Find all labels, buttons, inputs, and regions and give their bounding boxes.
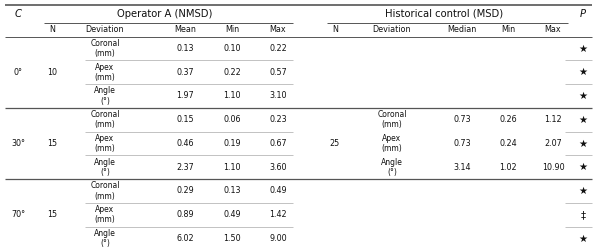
Text: Angle
(°): Angle (°) bbox=[381, 158, 403, 177]
Text: 0.26: 0.26 bbox=[499, 115, 517, 124]
Text: Deviation: Deviation bbox=[86, 25, 124, 34]
Text: 10.90: 10.90 bbox=[541, 163, 564, 172]
Text: 0.19: 0.19 bbox=[223, 139, 241, 148]
Text: Min: Min bbox=[225, 25, 239, 34]
Text: 25: 25 bbox=[330, 139, 340, 148]
Text: Apex
(mm): Apex (mm) bbox=[381, 134, 402, 153]
Text: 2.37: 2.37 bbox=[176, 163, 194, 172]
Text: 1.12: 1.12 bbox=[544, 115, 562, 124]
Text: Max: Max bbox=[270, 25, 287, 34]
Text: 0.15: 0.15 bbox=[176, 115, 194, 124]
Text: 0.37: 0.37 bbox=[176, 68, 194, 77]
Text: ★: ★ bbox=[578, 91, 587, 101]
Text: Median: Median bbox=[447, 25, 476, 34]
Text: 0.24: 0.24 bbox=[499, 139, 517, 148]
Text: Angle
(°): Angle (°) bbox=[94, 229, 116, 248]
Text: 0.46: 0.46 bbox=[176, 139, 194, 148]
Text: 0.57: 0.57 bbox=[269, 68, 287, 77]
Text: 1.97: 1.97 bbox=[176, 92, 194, 100]
Text: 3.14: 3.14 bbox=[453, 163, 471, 172]
Text: 0.73: 0.73 bbox=[453, 115, 471, 124]
Text: N: N bbox=[49, 25, 55, 34]
Text: Coronal
(mm): Coronal (mm) bbox=[90, 182, 120, 201]
Text: Min: Min bbox=[501, 25, 515, 34]
Text: 0.67: 0.67 bbox=[269, 139, 287, 148]
Text: 0.73: 0.73 bbox=[453, 139, 471, 148]
Text: ★: ★ bbox=[578, 186, 587, 196]
Text: 1.02: 1.02 bbox=[499, 163, 517, 172]
Text: P: P bbox=[580, 9, 586, 19]
Text: Coronal
(mm): Coronal (mm) bbox=[377, 110, 407, 129]
Text: ★: ★ bbox=[578, 234, 587, 243]
Text: 0.29: 0.29 bbox=[176, 186, 194, 196]
Text: 9.00: 9.00 bbox=[269, 234, 287, 243]
Text: 1.42: 1.42 bbox=[269, 210, 287, 219]
Text: Operator A (NMSD): Operator A (NMSD) bbox=[118, 9, 213, 19]
Text: 10: 10 bbox=[47, 68, 57, 77]
Text: 15: 15 bbox=[47, 139, 57, 148]
Text: Max: Max bbox=[544, 25, 561, 34]
Text: 30°: 30° bbox=[11, 139, 25, 148]
Text: Apex
(mm): Apex (mm) bbox=[95, 63, 115, 82]
Text: 1.10: 1.10 bbox=[223, 92, 241, 100]
Text: 3.60: 3.60 bbox=[269, 163, 287, 172]
Text: ★: ★ bbox=[578, 44, 587, 54]
Text: 0.22: 0.22 bbox=[223, 68, 241, 77]
Text: 0.13: 0.13 bbox=[223, 186, 241, 196]
Text: ★: ★ bbox=[578, 138, 587, 148]
Text: ‡: ‡ bbox=[580, 210, 586, 220]
Text: Angle
(°): Angle (°) bbox=[94, 158, 116, 177]
Text: 6.02: 6.02 bbox=[176, 234, 194, 243]
Text: Historical control (MSD): Historical control (MSD) bbox=[385, 9, 503, 19]
Text: 0.22: 0.22 bbox=[269, 44, 287, 53]
Text: 0.10: 0.10 bbox=[223, 44, 241, 53]
Text: N: N bbox=[332, 25, 338, 34]
Text: 0.13: 0.13 bbox=[176, 44, 194, 53]
Text: 15: 15 bbox=[47, 210, 57, 219]
Text: Deviation: Deviation bbox=[373, 25, 411, 34]
Text: ★: ★ bbox=[578, 67, 587, 77]
Text: 3.10: 3.10 bbox=[269, 92, 287, 100]
Text: 0.23: 0.23 bbox=[269, 115, 287, 124]
Text: ★: ★ bbox=[578, 162, 587, 172]
Text: 1.10: 1.10 bbox=[223, 163, 241, 172]
Text: 0°: 0° bbox=[14, 68, 23, 77]
Text: Angle
(°): Angle (°) bbox=[94, 86, 116, 106]
Text: 70°: 70° bbox=[11, 210, 25, 219]
Text: ★: ★ bbox=[578, 115, 587, 125]
Text: 0.06: 0.06 bbox=[223, 115, 241, 124]
Text: 0.49: 0.49 bbox=[223, 210, 241, 219]
Text: Coronal
(mm): Coronal (mm) bbox=[90, 39, 120, 58]
Text: 2.07: 2.07 bbox=[544, 139, 562, 148]
Text: Apex
(mm): Apex (mm) bbox=[95, 134, 115, 153]
Text: 0.49: 0.49 bbox=[269, 186, 287, 196]
Text: 1.50: 1.50 bbox=[223, 234, 241, 243]
Text: Mean: Mean bbox=[174, 25, 196, 34]
Text: Apex
(mm): Apex (mm) bbox=[95, 205, 115, 224]
Text: 0.89: 0.89 bbox=[176, 210, 194, 219]
Text: C: C bbox=[14, 9, 21, 19]
Text: Coronal
(mm): Coronal (mm) bbox=[90, 110, 120, 129]
